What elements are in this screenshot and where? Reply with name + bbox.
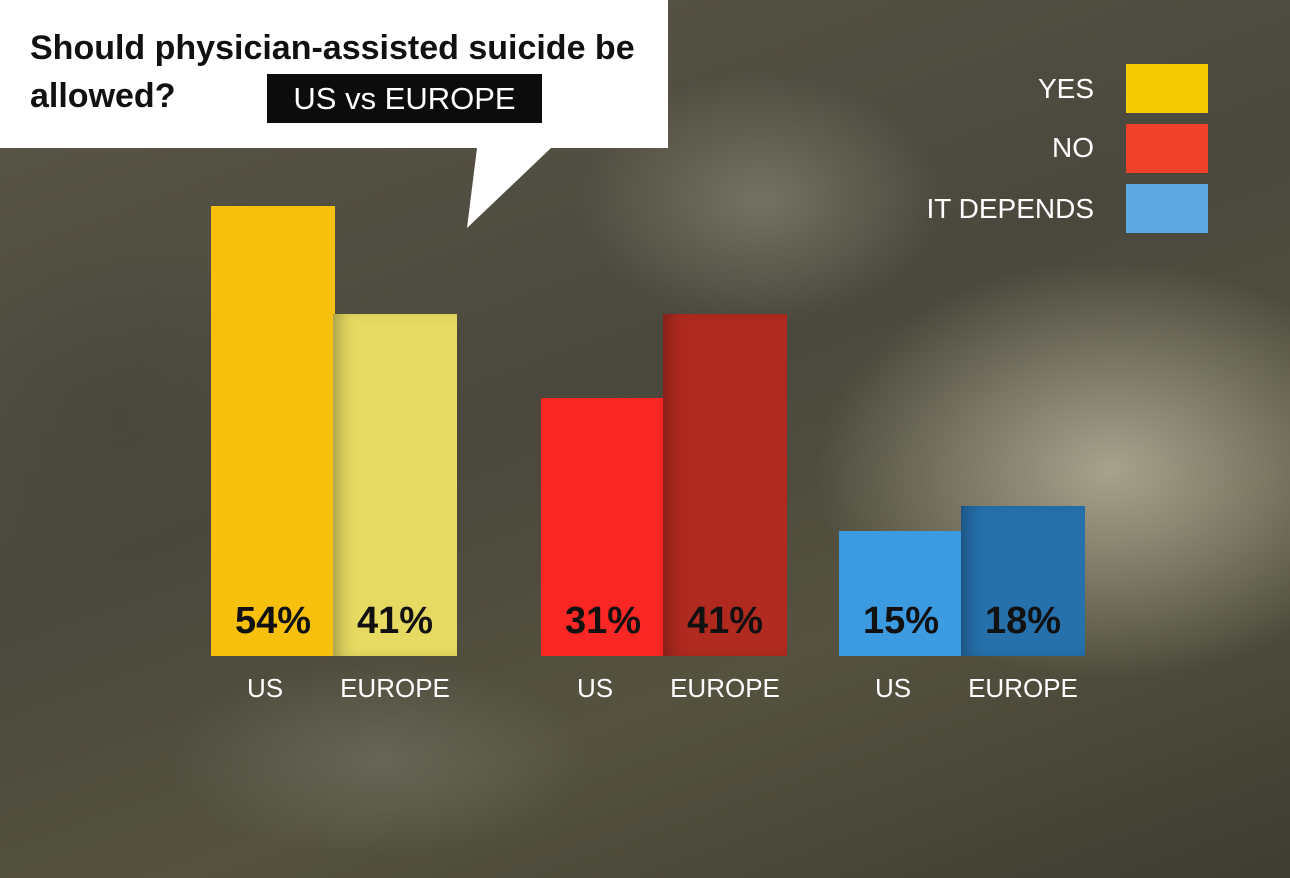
value-label-yes-europe: 41% [356,600,434,642]
category-label-no-europe: EUROPE [670,673,780,703]
legend-swatch-it-depends [1126,184,1208,233]
bar-no-us [541,398,665,656]
comparison-badge: US vs EUROPE [267,74,542,123]
category-label-yes-europe: EUROPE [340,673,450,703]
legend-label-no: NO [1052,132,1094,163]
legend-label-it-depends: IT DEPENDS [926,193,1094,224]
value-label-no-us: 31% [564,600,642,642]
value-label-yes-us: 54% [234,600,312,642]
category-label-it-depends-europe: EUROPE [968,673,1078,703]
value-label-it-depends-us: 15% [862,600,940,642]
bar-no-europe [663,314,787,656]
legend-label-yes: YES [1037,73,1094,104]
legend-swatch-no [1126,124,1208,173]
chart-title: Should physician-assisted suicide be all… [30,29,635,115]
legend-swatch-yes [1126,64,1208,113]
category-label-no-us: US [576,673,614,703]
bar-yes-us [211,206,335,656]
bar-it-depends-europe [961,506,1085,656]
bar-yes-europe [333,314,457,656]
bar-it-depends-us [839,531,963,656]
value-label-no-europe: 41% [686,600,764,642]
category-label-yes-us: US [246,673,284,703]
category-label-it-depends-us: US [874,673,912,703]
value-label-it-depends-europe: 18% [984,600,1062,642]
